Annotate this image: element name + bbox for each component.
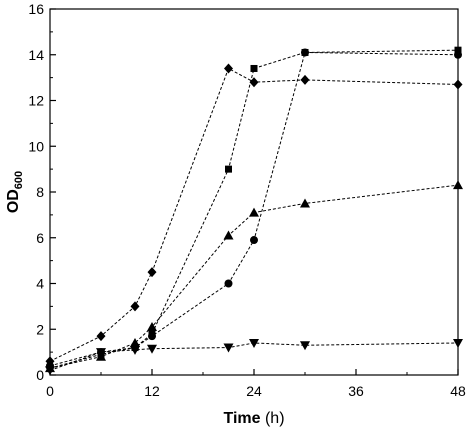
x-tick-label: 24 <box>246 383 262 399</box>
y-tick-label: 6 <box>36 230 44 246</box>
y-axis-label: OD600 <box>5 171 25 213</box>
data-point-triangle-up <box>223 230 234 240</box>
data-point-diamond <box>130 301 140 312</box>
x-tick-label: 48 <box>450 383 466 399</box>
series-line <box>49 49 459 369</box>
series-line <box>49 184 459 369</box>
data-point-square <box>225 165 232 173</box>
data-point-circle <box>224 279 233 288</box>
data-point-diamond <box>249 77 259 88</box>
data-point-triangle-down <box>300 341 310 351</box>
data-point-diamond <box>96 331 106 342</box>
data-point-circle <box>250 236 258 245</box>
data-point-triangle-up <box>147 321 157 331</box>
data-point-triangle-down <box>147 344 157 354</box>
y-tick-label: 16 <box>28 1 44 17</box>
x-tick-label: 36 <box>348 383 364 399</box>
data-point-diamond <box>300 74 310 85</box>
y-tick-label: 8 <box>36 184 44 200</box>
y-tick-label: 0 <box>36 367 44 383</box>
data-point-triangle-down <box>96 348 106 358</box>
series-line <box>49 342 459 371</box>
series-line <box>49 51 459 367</box>
data-point-triangle-down <box>249 338 259 348</box>
data-point-triangle-up <box>249 207 259 217</box>
data-point-diamond <box>147 267 157 278</box>
y-tick-label: 4 <box>36 276 44 292</box>
data-point-circle <box>301 48 309 57</box>
x-tick-label: 0 <box>46 383 54 399</box>
y-tick-label: 2 <box>36 321 44 337</box>
data-point-triangle-down <box>130 345 140 355</box>
x-axis-label: Time (h) <box>223 410 284 427</box>
x-tick-label: 12 <box>144 383 160 399</box>
y-tick-label: 10 <box>28 138 44 154</box>
y-tick-label: 12 <box>28 93 44 109</box>
chart-marks <box>45 46 463 376</box>
data-point-circle <box>148 332 156 341</box>
data-point-square <box>250 64 258 72</box>
data-point-triangle-up <box>130 337 140 347</box>
data-point-triangle-up <box>300 198 310 208</box>
data-point-diamond <box>224 63 233 74</box>
data-point-triangle-down <box>223 343 234 353</box>
y-tick-label: 14 <box>28 47 44 63</box>
